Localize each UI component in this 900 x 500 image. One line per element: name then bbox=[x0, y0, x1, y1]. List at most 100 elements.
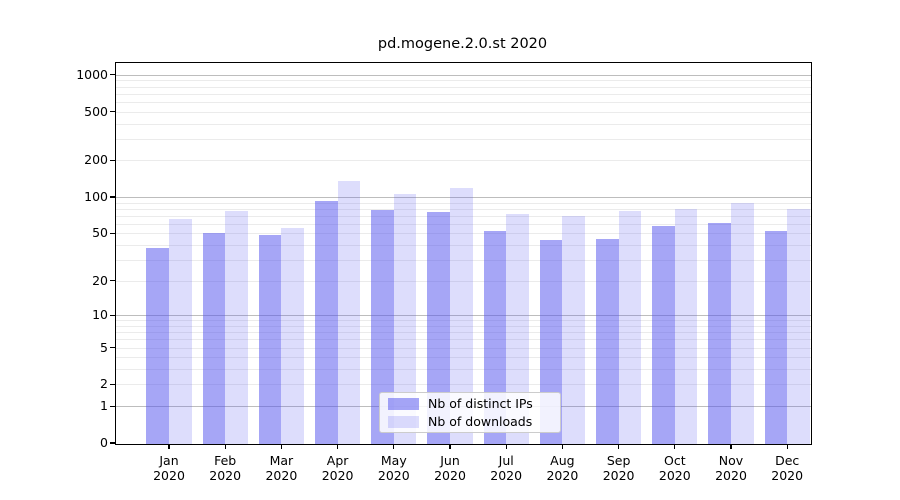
y-tick-label: 20 bbox=[92, 272, 108, 288]
minor-gridline bbox=[116, 280, 811, 282]
bar-downloads bbox=[506, 214, 529, 444]
y-tick-mark bbox=[110, 232, 115, 234]
bar-downloads bbox=[225, 210, 248, 444]
bar-downloads bbox=[618, 210, 642, 444]
y-tick-label: 0 bbox=[100, 435, 108, 450]
y-tick-mark bbox=[110, 111, 115, 113]
y-tick-label: 500 bbox=[84, 103, 108, 119]
x-tick-mark bbox=[561, 444, 563, 449]
x-tick-label: Apr 2020 bbox=[321, 453, 354, 483]
plot-area: 0 1 2 5 10 20 50 100 200 500 1000 Jan 2020 Feb 2020 Ma… bbox=[76, 62, 812, 483]
bar-distinct-ips bbox=[258, 234, 282, 444]
minor-gridline bbox=[116, 357, 811, 359]
y-tick-mark bbox=[110, 159, 115, 161]
x-tick-label: Aug 2020 bbox=[546, 453, 579, 483]
chart-title: pd.mogene.2.0.st 2020 bbox=[377, 36, 548, 52]
x-tick-mark bbox=[168, 444, 170, 449]
y-tick-label: 5 bbox=[100, 339, 108, 355]
y-tick-mark bbox=[110, 405, 115, 407]
x-tick-label: May 2020 bbox=[377, 453, 410, 483]
y-tick-mark bbox=[110, 280, 115, 282]
x-tick-label: Feb 2020 bbox=[209, 453, 242, 483]
y-tick-label: 2 bbox=[100, 376, 108, 392]
minor-gridline bbox=[116, 332, 811, 334]
x-tick-label: Dec 2020 bbox=[771, 453, 804, 483]
legend-label-distinct-ips: Nb of distinct IPs bbox=[428, 396, 533, 411]
bar-distinct-ips bbox=[371, 210, 394, 444]
bar-distinct-ips bbox=[146, 247, 169, 444]
bar-downloads bbox=[731, 203, 754, 444]
major-gridline bbox=[116, 197, 811, 198]
bar-distinct-ips bbox=[202, 233, 226, 444]
legend-swatch-downloads bbox=[388, 415, 419, 428]
bar-downloads bbox=[169, 218, 192, 444]
x-tick-label: Jul 2020 bbox=[490, 453, 523, 483]
bar-downloads bbox=[450, 188, 473, 444]
bar-distinct-ips bbox=[483, 231, 507, 444]
bar-distinct-ips bbox=[764, 231, 788, 444]
bar-downloads bbox=[787, 208, 810, 444]
x-tick-label: Oct 2020 bbox=[658, 453, 691, 483]
minor-gridline bbox=[116, 339, 811, 341]
x-tick-label: Jan 2020 bbox=[153, 453, 185, 483]
y-tick-mark bbox=[110, 74, 115, 76]
minor-gridline bbox=[116, 233, 811, 235]
bar-distinct-ips bbox=[427, 211, 450, 444]
minor-gridline bbox=[116, 102, 811, 103]
minor-gridline bbox=[116, 223, 811, 225]
y-tick-label: 100 bbox=[84, 189, 108, 204]
bar-distinct-ips bbox=[314, 200, 338, 444]
bar-distinct-ips bbox=[595, 238, 619, 444]
x-tick-label: Mar 2020 bbox=[265, 453, 298, 483]
minor-gridline bbox=[116, 111, 811, 113]
x-tick-mark bbox=[224, 444, 226, 449]
x-tick-mark bbox=[449, 444, 451, 449]
minor-gridline bbox=[116, 138, 811, 140]
bar-downloads bbox=[337, 180, 361, 444]
legend-label-downloads: Nb of downloads bbox=[428, 414, 533, 429]
bar-downloads bbox=[281, 227, 305, 444]
y-tick-label: 50 bbox=[92, 225, 108, 241]
major-gridline bbox=[116, 74, 811, 76]
legend-swatch-distinct-ips bbox=[388, 397, 419, 410]
x-tick-label: Sep 2020 bbox=[602, 453, 635, 483]
y-tick-label: 1000 bbox=[76, 66, 108, 82]
minor-gridline bbox=[116, 260, 811, 261]
x-tick-mark bbox=[337, 444, 339, 449]
legend-item-downloads: Nb of downloads bbox=[388, 414, 552, 429]
minor-gridline bbox=[116, 80, 811, 82]
y-tick-mark bbox=[110, 346, 115, 349]
bar-downloads bbox=[674, 208, 698, 444]
y-tick-mark bbox=[110, 442, 115, 444]
x-tick-label: Nov 2020 bbox=[715, 453, 747, 483]
minor-gridline bbox=[116, 325, 811, 327]
bar-downloads bbox=[393, 193, 417, 444]
x-tick-mark bbox=[618, 444, 620, 449]
minor-gridline bbox=[116, 160, 811, 162]
minor-gridline bbox=[116, 215, 811, 217]
x-tick-mark bbox=[786, 444, 788, 449]
legend-item-distinct-ips: Nb of distinct IPs bbox=[388, 396, 552, 411]
y-tick-label: 1 bbox=[100, 398, 108, 414]
y-tick-mark bbox=[110, 383, 115, 385]
legend: Nb of distinct IPs Nb of downloads bbox=[379, 392, 561, 433]
x-tick-mark bbox=[393, 444, 395, 449]
minor-gridline bbox=[116, 123, 811, 125]
y-tick-mark bbox=[110, 196, 115, 198]
minor-gridline bbox=[116, 202, 811, 204]
x-tick-label: Jun 2020 bbox=[434, 453, 466, 483]
minor-gridline bbox=[116, 208, 811, 210]
minor-gridline bbox=[116, 320, 811, 322]
x-tick-mark bbox=[674, 444, 676, 449]
minor-gridline bbox=[116, 369, 811, 371]
y-tick-mark bbox=[110, 314, 115, 316]
minor-gridline bbox=[116, 86, 811, 88]
minor-gridline bbox=[116, 245, 811, 247]
x-tick-mark bbox=[730, 444, 732, 449]
minor-gridline bbox=[116, 384, 811, 386]
bar-distinct-ips bbox=[708, 223, 731, 444]
minor-gridline bbox=[116, 347, 811, 349]
y-tick-label: 10 bbox=[92, 307, 108, 323]
minor-gridline bbox=[116, 93, 811, 95]
